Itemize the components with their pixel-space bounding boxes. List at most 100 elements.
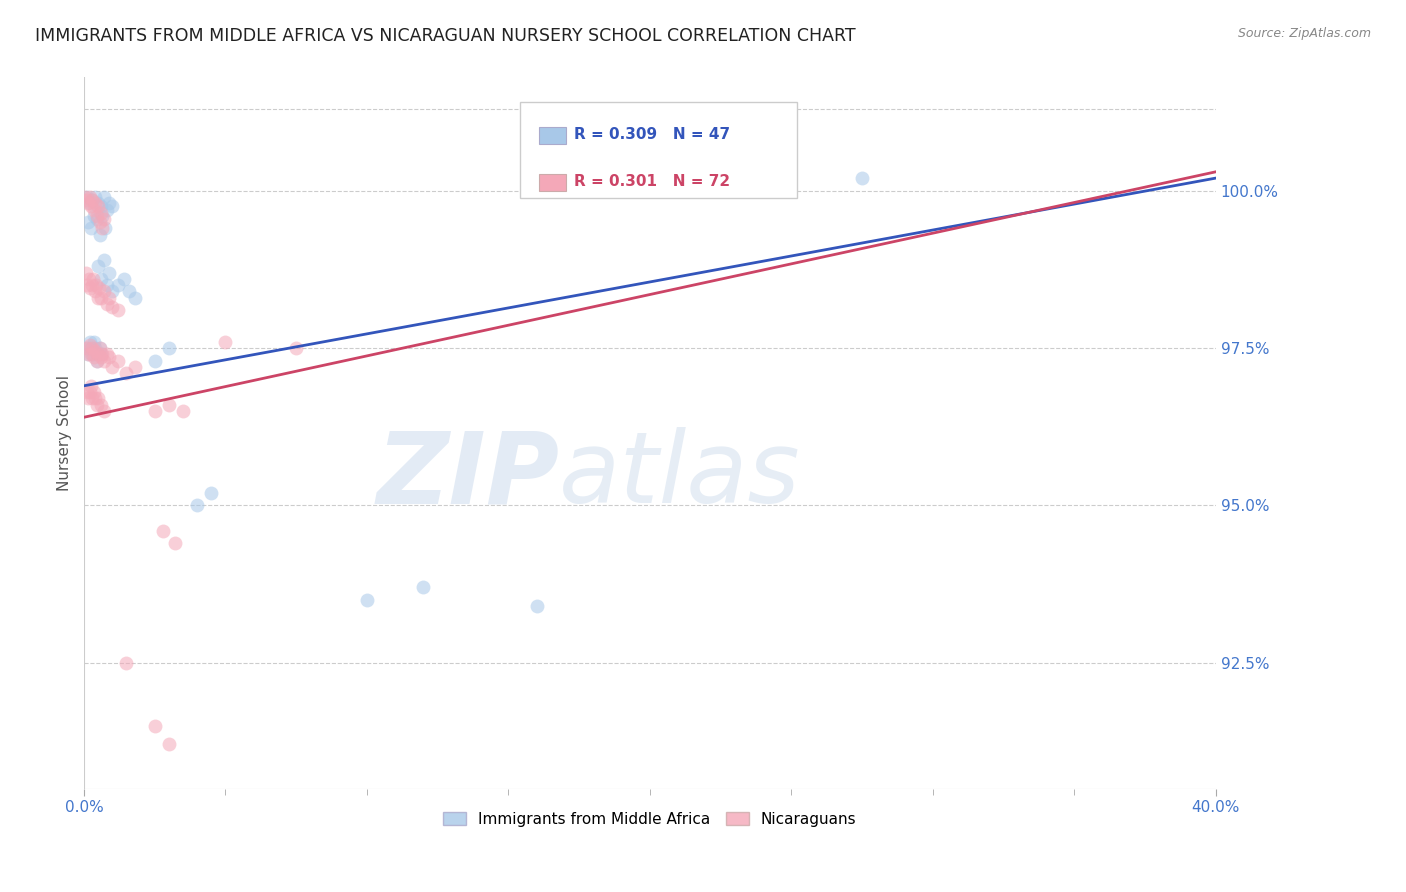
Point xyxy=(77,347,100,361)
Point xyxy=(77,196,100,211)
Point xyxy=(80,347,103,361)
Text: ZIP: ZIP xyxy=(377,427,560,524)
Point xyxy=(86,398,108,412)
Point xyxy=(143,404,166,418)
Point xyxy=(356,592,378,607)
Point xyxy=(143,353,166,368)
Point xyxy=(86,291,108,305)
Point xyxy=(87,392,110,406)
Point xyxy=(94,221,117,235)
Point xyxy=(93,190,115,204)
Point xyxy=(80,221,103,235)
Point xyxy=(101,285,124,299)
Point xyxy=(143,718,166,732)
Point xyxy=(115,366,138,380)
Point xyxy=(87,199,110,213)
Point xyxy=(98,196,121,211)
Point xyxy=(124,359,146,374)
Point xyxy=(84,344,107,359)
Point xyxy=(77,215,100,229)
Point xyxy=(157,341,180,355)
Text: R = 0.309   N = 47: R = 0.309 N = 47 xyxy=(574,127,730,142)
Point xyxy=(82,392,104,406)
Point xyxy=(80,278,103,293)
Point xyxy=(214,334,236,349)
Point xyxy=(79,281,101,295)
Point xyxy=(82,347,104,361)
Point xyxy=(98,266,121,280)
Point xyxy=(285,341,308,355)
Point xyxy=(200,485,222,500)
Point xyxy=(84,392,107,406)
Point xyxy=(76,341,98,355)
Point xyxy=(90,351,112,365)
Point xyxy=(87,196,110,211)
Point xyxy=(75,266,97,280)
Text: atlas: atlas xyxy=(560,427,801,524)
Point xyxy=(86,353,108,368)
Point xyxy=(84,278,107,293)
Point xyxy=(80,378,103,392)
Point xyxy=(101,199,124,213)
Point xyxy=(90,199,112,213)
Point xyxy=(82,272,104,286)
Point xyxy=(93,212,115,227)
Text: IMMIGRANTS FROM MIDDLE AFRICA VS NICARAGUAN NURSERY SCHOOL CORRELATION CHART: IMMIGRANTS FROM MIDDLE AFRICA VS NICARAG… xyxy=(35,27,856,45)
Point xyxy=(96,297,118,311)
Point xyxy=(98,291,121,305)
Point xyxy=(89,227,111,242)
Point xyxy=(82,193,104,207)
Point xyxy=(101,300,124,314)
Point xyxy=(84,341,107,355)
Point xyxy=(96,202,118,217)
FancyBboxPatch shape xyxy=(520,103,797,198)
Point xyxy=(77,347,100,361)
Point xyxy=(91,221,114,235)
Point xyxy=(90,272,112,286)
Point xyxy=(157,738,180,752)
Point xyxy=(90,398,112,412)
Point xyxy=(118,285,141,299)
Point xyxy=(77,392,100,406)
Point xyxy=(83,285,105,299)
Point xyxy=(89,341,111,355)
Point xyxy=(87,347,110,361)
Point xyxy=(152,524,174,538)
Y-axis label: Nursery School: Nursery School xyxy=(58,375,72,491)
Point xyxy=(79,190,101,204)
Point xyxy=(79,334,101,349)
Point xyxy=(76,190,98,204)
Text: R = 0.301   N = 72: R = 0.301 N = 72 xyxy=(574,174,730,189)
Point xyxy=(83,334,105,349)
Point xyxy=(79,338,101,352)
Point xyxy=(89,215,111,229)
Point xyxy=(76,385,98,400)
Point xyxy=(107,278,129,293)
Point xyxy=(93,285,115,299)
Point xyxy=(75,190,97,204)
Point xyxy=(91,347,114,361)
Point xyxy=(90,291,112,305)
Point xyxy=(82,193,104,207)
Point xyxy=(86,209,108,223)
Point xyxy=(96,278,118,293)
Point xyxy=(115,656,138,670)
Point xyxy=(87,281,110,295)
Point xyxy=(93,353,115,368)
Point xyxy=(86,212,108,227)
Point xyxy=(76,278,98,293)
Point xyxy=(80,341,103,355)
Point xyxy=(93,252,115,267)
Point xyxy=(84,196,107,211)
Point xyxy=(526,599,548,613)
Point xyxy=(87,259,110,273)
Point xyxy=(82,341,104,355)
Point xyxy=(163,536,186,550)
Point xyxy=(87,347,110,361)
Point xyxy=(124,291,146,305)
Point xyxy=(76,193,98,207)
Point xyxy=(172,404,194,418)
Point xyxy=(84,190,107,204)
FancyBboxPatch shape xyxy=(538,174,567,191)
Point xyxy=(90,205,112,219)
